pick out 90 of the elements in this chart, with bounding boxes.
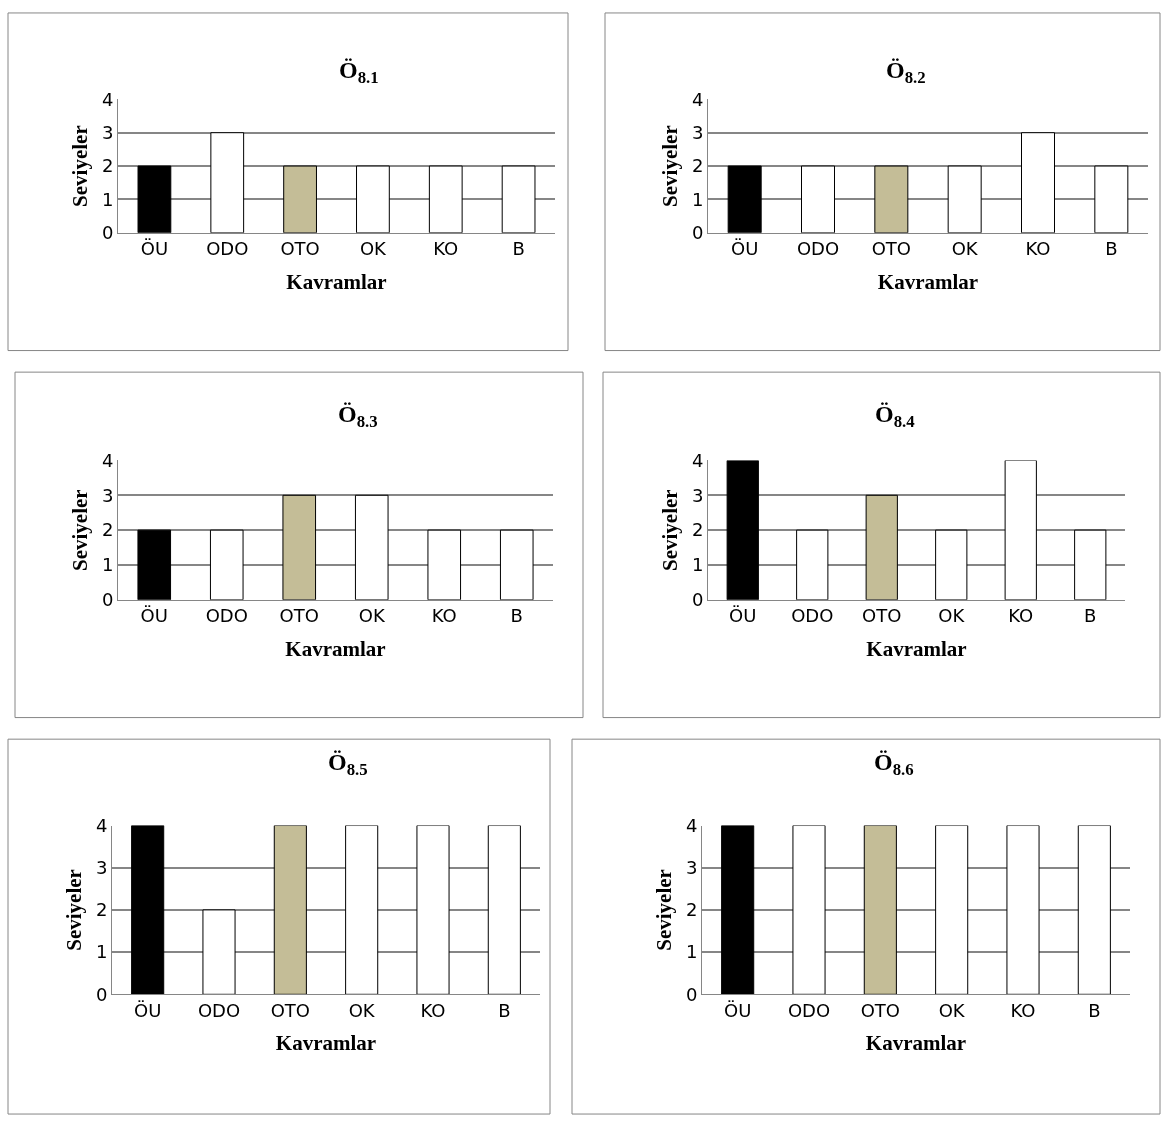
y-tick-label: 3 (691, 484, 704, 506)
y-tick-label: 3 (691, 121, 704, 143)
x-tick-label: B (1088, 999, 1101, 1021)
y-axis-title: Seviyeler (652, 869, 677, 951)
chart-title: Ö$_{8.3}$ (338, 401, 378, 432)
y-axis-title: Seviyeler (68, 125, 93, 207)
x-axis-title: Kavramlar (275, 1031, 377, 1056)
x-axis-title: Kavramlar (877, 269, 979, 294)
x-tick-label: ODO (787, 999, 831, 1021)
x-tick-label: OTO (871, 238, 911, 260)
y-tick-label: 4 (691, 88, 704, 110)
y-tick-label: 3 (101, 484, 114, 506)
y-tick-label: 0 (691, 589, 704, 611)
x-axis-title: Kavramlar (865, 1031, 967, 1056)
y-tick-label: 2 (685, 899, 698, 921)
x-tick-label: OK (348, 999, 376, 1021)
y-tick-label: 3 (95, 857, 108, 879)
x-tick-label: KO (420, 999, 446, 1021)
x-tick-label: KO (433, 238, 459, 260)
x-tick-label: B (1105, 238, 1118, 260)
chart-title: Ö$_{8.1}$ (339, 57, 379, 88)
bar (1074, 529, 1107, 600)
bar (1004, 460, 1037, 600)
y-tick-label: 3 (685, 857, 698, 879)
x-axis-title: Kavramlar (285, 636, 386, 661)
x-tick-label: OTO (862, 605, 902, 627)
x-tick-label: ODO (205, 605, 248, 627)
x-axis-title: Kavramlar (286, 269, 387, 294)
y-tick-label: 2 (95, 899, 108, 921)
chart-title: Ö$_{8.5}$ (328, 749, 368, 780)
x-tick-label: KO (1010, 999, 1036, 1021)
y-tick-label: 1 (95, 941, 108, 963)
x-tick-label: ODO (197, 999, 241, 1021)
x-tick-label: OTO (280, 238, 320, 260)
x-tick-label: OTO (270, 999, 310, 1021)
chart-title: Ö$_{8.2}$ (886, 57, 926, 88)
y-tick-label: 0 (101, 222, 114, 244)
x-tick-label: KO (1025, 238, 1051, 260)
x-tick-label: OK (358, 605, 386, 627)
x-tick-label: ÖU (724, 999, 752, 1021)
x-tick-label: B (512, 238, 525, 260)
x-tick-label: ÖU (140, 238, 169, 260)
y-tick-label: 2 (691, 155, 704, 177)
y-tick-label: 3 (101, 121, 114, 143)
x-tick-label: B (1084, 605, 1097, 627)
y-tick-label: 0 (685, 983, 698, 1005)
y-tick-label: 0 (95, 983, 108, 1005)
y-tick-label: 1 (685, 941, 698, 963)
y-tick-label: 4 (691, 449, 704, 471)
y-tick-label: 4 (101, 88, 114, 110)
x-tick-label: OTO (860, 999, 900, 1021)
bar (796, 529, 829, 600)
x-tick-label: KO (1008, 605, 1034, 627)
x-tick-label: OTO (279, 605, 319, 627)
x-tick-label: ÖU (140, 605, 168, 627)
x-tick-label: OK (938, 999, 966, 1021)
chart-title: Ö$_{8.6}$ (874, 749, 914, 780)
x-axis-title: Kavramlar (866, 636, 967, 661)
x-tick-label: ODO (791, 605, 834, 627)
y-tick-label: 1 (691, 188, 704, 210)
x-tick-label: B (510, 605, 523, 627)
x-tick-label: ÖU (134, 999, 162, 1021)
y-axis-title: Seviyeler (658, 125, 683, 207)
y-tick-label: 2 (101, 519, 114, 541)
x-tick-label: OK (938, 605, 966, 627)
y-tick-label: 4 (95, 814, 108, 836)
y-axis-title: Seviyeler (658, 489, 683, 571)
x-tick-label: OK (359, 238, 388, 260)
bar (935, 529, 968, 600)
y-tick-label: 1 (691, 554, 704, 576)
y-axis-title: Seviyeler (62, 869, 87, 951)
x-tick-label: B (498, 999, 511, 1021)
x-tick-label: ÖU (731, 238, 759, 260)
y-tick-label: 0 (101, 589, 114, 611)
y-tick-label: 0 (691, 222, 704, 244)
y-tick-label: 2 (101, 155, 114, 177)
y-tick-label: 4 (685, 814, 698, 836)
x-tick-label: KO (431, 605, 457, 627)
x-tick-label: ODO (206, 238, 249, 260)
chart-title: Ö$_{8.4}$ (875, 401, 916, 432)
x-tick-label: ÖU (729, 605, 757, 627)
y-tick-label: 1 (101, 554, 114, 576)
y-axis-title: Seviyeler (68, 489, 93, 571)
bar (726, 460, 759, 600)
y-tick-label: 1 (101, 188, 114, 210)
y-tick-label: 2 (691, 519, 704, 541)
bar (865, 494, 898, 600)
y-tick-label: 4 (101, 449, 114, 471)
x-tick-label: OK (951, 238, 979, 260)
x-tick-label: ODO (796, 238, 840, 260)
